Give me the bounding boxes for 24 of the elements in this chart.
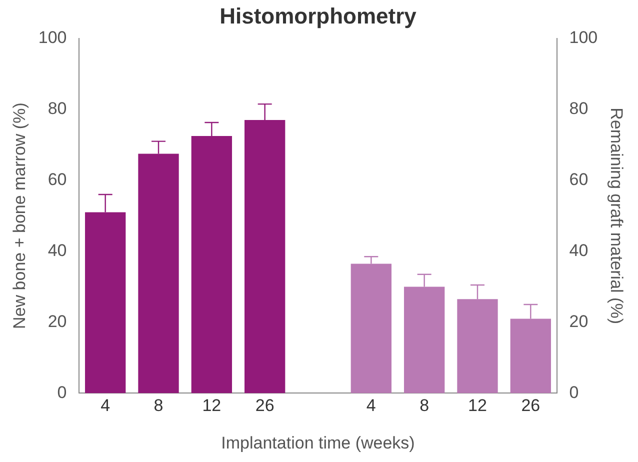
- x-tick-label: 12: [202, 396, 222, 416]
- chart-title: Histomorphometry: [220, 3, 418, 28]
- y2-axis-title: Remaining graft material (%): [607, 108, 626, 324]
- x-axis-title: Implantation time (weeks): [221, 433, 415, 452]
- y2-tick-label: 80: [569, 99, 588, 118]
- x-tick-label: 8: [154, 396, 164, 416]
- y-tick-label: 60: [48, 170, 67, 190]
- y2-tick-label: 100: [569, 28, 598, 48]
- y2-tick-label: 20: [569, 312, 588, 331]
- x-tick-label: 26: [255, 396, 274, 416]
- y-tick-label: 20: [48, 312, 67, 331]
- x-tick-label: 12: [468, 396, 487, 416]
- x-tick-label: 4: [100, 396, 110, 416]
- y-tick-label: 0: [57, 382, 67, 402]
- y2-tick-label: 40: [569, 240, 588, 260]
- x-tick-label: 26: [521, 396, 540, 416]
- y-axis-title: New bone + bone marrow (%): [10, 102, 29, 329]
- y2-tick-label: 60: [569, 170, 588, 190]
- y-tick-label: 80: [48, 99, 67, 118]
- y-tick-label: 40: [48, 240, 67, 260]
- x-tick-label: 8: [420, 396, 430, 416]
- y-tick-label: 100: [38, 28, 67, 48]
- y2-tick-label: 0: [569, 382, 579, 402]
- x-tick-label: 4: [366, 396, 376, 416]
